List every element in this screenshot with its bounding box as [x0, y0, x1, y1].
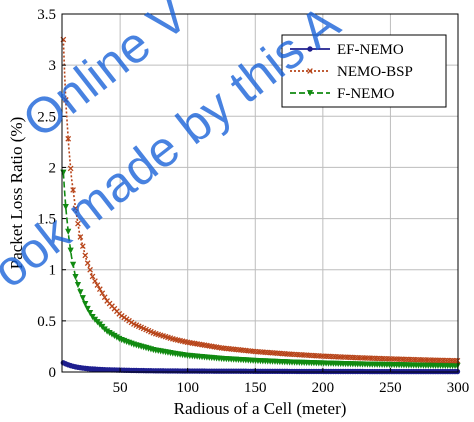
y-tick-label: 3 [49, 58, 57, 74]
legend-entry-nemo-bsp: NEMO-BSP [290, 64, 413, 80]
y-tick-label: 1.5 [37, 212, 56, 228]
ticks: 50 100 150 200 250 300 0 0.5 1 1.5 2 2.5 3 3.5 [37, 7, 469, 396]
grid [62, 14, 459, 372]
series-marker [67, 247, 74, 254]
legend-label: EF-NEMO [337, 42, 404, 58]
series-marker [84, 260, 91, 267]
series-marker [67, 165, 74, 172]
y-tick-label: 0 [49, 365, 57, 381]
series-marker [75, 220, 81, 227]
legend: EF-NEMO NEMO-BSP F-NEMO [281, 34, 447, 108]
plot-frame [61, 13, 459, 373]
x-tick-label: 200 [312, 380, 335, 396]
series-marker [87, 266, 93, 273]
series-marker [94, 282, 101, 288]
y-tick-label: 2.5 [37, 109, 56, 125]
series-marker [89, 273, 96, 280]
legend-label: NEMO-BSP [337, 64, 413, 80]
series-marker [62, 97, 69, 103]
legend-entry-ef-nemo: EF-NEMO [290, 42, 404, 58]
series-marker [65, 135, 72, 142]
legend-label: F-NEMO [337, 86, 395, 102]
y-tick-label: 2 [49, 160, 57, 176]
legend-marker [306, 90, 314, 97]
series-marker [84, 305, 91, 313]
series-marker [79, 295, 86, 302]
x-axis-label: Radious of a Cell (meter) [174, 399, 347, 418]
series-marker [101, 294, 108, 301]
y-tick-label: 1 [49, 263, 57, 279]
x-tick-label: 300 [447, 380, 470, 396]
series-marker [82, 252, 89, 259]
x-tick-label: 250 [379, 380, 402, 396]
legend-marker [307, 68, 313, 74]
series-marker [65, 228, 72, 235]
series-marker [87, 309, 94, 317]
series-marker [62, 204, 69, 211]
legend-marker [307, 46, 313, 52]
series-marker [99, 290, 106, 297]
series-f-nemo [60, 169, 461, 370]
series-nemo-bsp [60, 36, 461, 364]
series-marker [77, 234, 84, 240]
legend-entry-f-nemo: F-NEMO [290, 86, 395, 102]
x-tick-label: 50 [113, 380, 128, 396]
series-marker [70, 187, 76, 193]
series-marker [72, 273, 79, 281]
series-marker [82, 301, 89, 308]
y-axis-label: Packet Loss Ratio (%) [7, 117, 26, 270]
series-marker [77, 289, 84, 296]
series-marker [92, 278, 98, 284]
series-marker [454, 362, 461, 370]
series-marker [74, 281, 82, 289]
series-marker [69, 261, 77, 268]
x-tick-label: 100 [176, 380, 199, 396]
series-marker [454, 357, 461, 364]
y-tick-label: 3.5 [37, 7, 56, 23]
series-marker [96, 286, 103, 293]
series-marker [72, 205, 79, 212]
y-tick-label: 0.5 [37, 314, 56, 330]
x-tick-label: 150 [244, 380, 267, 396]
series-marker [79, 243, 86, 250]
